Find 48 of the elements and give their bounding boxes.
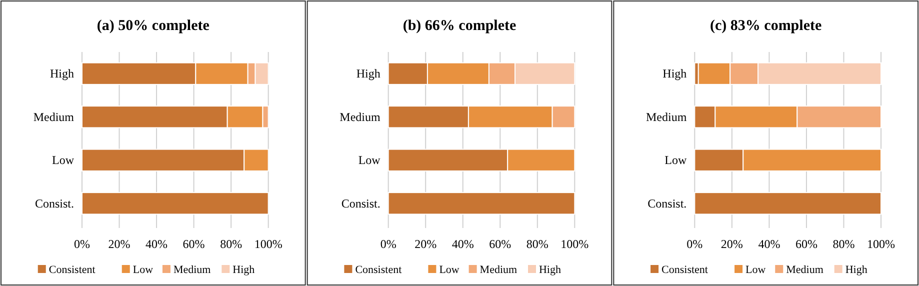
x-tick-label: 100% xyxy=(560,237,589,251)
y-tick-label: Consist. xyxy=(648,196,687,210)
y-tick-label: Low xyxy=(664,153,687,168)
legend-label: High xyxy=(845,264,868,276)
legend-label: Low xyxy=(132,264,154,276)
legend-label: Consistent xyxy=(48,264,96,276)
y-tick-label: High xyxy=(50,66,74,81)
x-tick-label: 60% xyxy=(182,237,205,251)
legend-label: Consistent xyxy=(662,264,708,276)
y-tick-label: Consist. xyxy=(34,196,74,210)
x-tick-label: 100% xyxy=(867,237,895,251)
chart-title: (a) 50% complete xyxy=(96,18,210,34)
y-tick-label: High xyxy=(662,66,687,81)
legend-label: Low xyxy=(439,264,460,276)
x-tick-label: 60% xyxy=(489,237,512,251)
legend-label: Low xyxy=(746,264,766,276)
x-tick-label: 80% xyxy=(832,237,855,251)
y-tick-label: Medium xyxy=(33,110,75,124)
chart-title: (b) 66% complete xyxy=(402,18,516,34)
legend-label: Medium xyxy=(173,264,212,276)
x-tick-label: 40% xyxy=(758,237,780,251)
x-tick-label: 20% xyxy=(720,237,743,251)
legend-label: Medium xyxy=(480,264,518,276)
y-tick-label: Medium xyxy=(646,110,688,124)
y-tick-label: Low xyxy=(52,153,74,168)
legend-label: Medium xyxy=(786,264,824,276)
x-tick-label: 80% xyxy=(526,237,548,251)
legend-label: Consistent xyxy=(355,264,402,276)
x-tick-label: 60% xyxy=(795,237,818,251)
x-tick-label: 40% xyxy=(146,237,168,251)
x-tick-label: 100% xyxy=(254,237,282,251)
x-tick-label: 0% xyxy=(74,237,90,251)
y-tick-label: High xyxy=(356,66,380,81)
x-tick-label: 20% xyxy=(108,237,130,251)
legend-label: High xyxy=(232,264,256,276)
chart-title: (c) 83% complete xyxy=(710,18,822,34)
bar xyxy=(694,192,882,215)
x-tick-label: 0% xyxy=(380,237,396,251)
y-tick-label: Consist. xyxy=(341,196,380,210)
x-tick-label: 80% xyxy=(220,237,242,251)
y-tick-label: Medium xyxy=(340,110,381,124)
bar xyxy=(388,192,576,215)
x-tick-label: 20% xyxy=(414,237,437,251)
x-tick-label: 0% xyxy=(686,237,703,251)
x-tick-label: 40% xyxy=(452,237,474,251)
legend-label: High xyxy=(539,264,562,276)
y-tick-label: Low xyxy=(358,153,381,168)
bar xyxy=(82,192,269,215)
